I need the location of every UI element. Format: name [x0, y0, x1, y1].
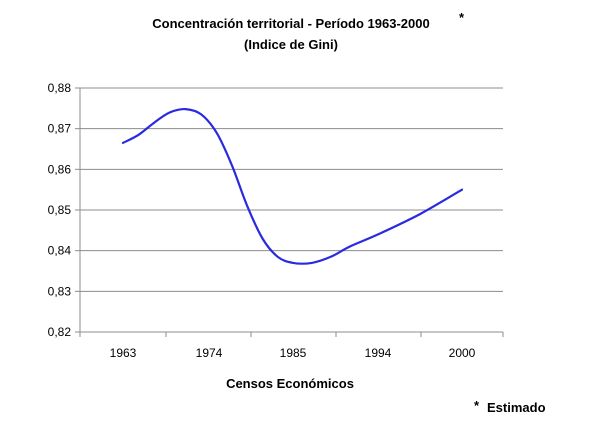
x-tick-label: 2000	[449, 346, 476, 360]
y-tick-label: 0,82	[48, 325, 72, 339]
y-tick-label: 0,84	[48, 244, 72, 258]
chart-subtitle: (Indice de Gini)	[244, 37, 338, 52]
x-tick-label: 1985	[280, 346, 307, 360]
x-tick-label: 1963	[110, 346, 137, 360]
footnote-text: Estimado	[487, 400, 546, 415]
y-tick-label: 0,88	[48, 81, 72, 95]
series-line	[121, 107, 464, 265]
x-tick-label: 1974	[196, 346, 223, 360]
y-tick-label: 0,87	[48, 122, 72, 136]
y-tick-label: 0,85	[48, 203, 72, 217]
y-tick-label: 0,86	[48, 162, 72, 176]
y-tick-label: 0,83	[48, 284, 72, 298]
x-axis-title: Censos Económicos	[226, 376, 354, 391]
chart-title-marker: *	[459, 10, 465, 25]
x-tick-label: 1994	[365, 346, 392, 360]
footnote-marker: *	[474, 398, 480, 413]
chart-title: Concentración territorial - Período 1963…	[152, 16, 429, 31]
